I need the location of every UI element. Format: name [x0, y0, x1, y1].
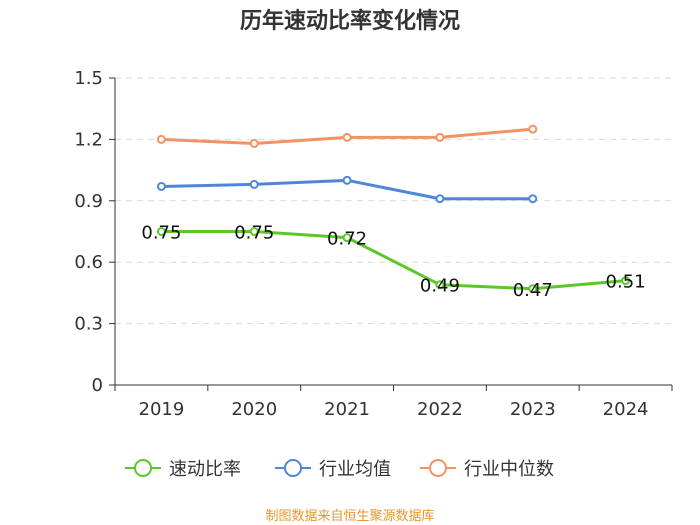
legend-label: 行业均值 [319, 459, 391, 480]
data-point[interactable] [249, 179, 259, 189]
x-tick-label: 2019 [139, 399, 185, 420]
data-point[interactable] [435, 280, 445, 290]
series-group [156, 124, 631, 294]
legend-label: 行业中位数 [464, 459, 554, 480]
data-label: 0.75 [141, 223, 181, 244]
legend-item-0[interactable]: 速动比率 [125, 459, 241, 480]
axes: 0 0.3 0.6 0.9 1.2 1.5 2019 2020 2021 2022 2023 2024 [74, 68, 673, 420]
data-point[interactable] [435, 132, 445, 142]
grid-lines [115, 77, 672, 325]
data-point[interactable] [528, 194, 538, 204]
data-point[interactable] [156, 181, 166, 191]
y-tick-label: 1.2 [74, 129, 103, 150]
x-tick-label: 2020 [231, 399, 277, 420]
source-note: 制图数据来自恒生聚源数据库 [265, 508, 434, 524]
data-label: 0.49 [420, 276, 460, 297]
data-point[interactable] [528, 124, 538, 134]
chart-title: 历年速动比率变化情况 [240, 8, 460, 34]
legend-marker [429, 459, 447, 477]
y-tick-label: 0.6 [74, 252, 103, 273]
data-label: 0.72 [327, 229, 367, 250]
data-point[interactable] [249, 138, 259, 148]
data-point[interactable] [342, 175, 352, 185]
series-line-0 [161, 230, 626, 291]
data-labels: 0.75 0.75 0.72 0.49 0.47 0.51 [141, 223, 645, 301]
y-tick-label: 0.3 [74, 314, 103, 335]
x-tick-label: 2024 [603, 399, 649, 420]
legend: 速动比率 行业均值 行业中位数 [125, 459, 554, 480]
data-point[interactable] [435, 194, 445, 204]
x-tick-label: 2022 [417, 399, 463, 420]
data-point[interactable] [621, 276, 631, 286]
y-tick-label: 0.9 [74, 191, 103, 212]
y-tick-label: 0 [92, 375, 103, 396]
legend-item-2[interactable]: 行业中位数 [420, 459, 554, 480]
legend-marker [284, 459, 302, 477]
y-tick-label: 1.5 [74, 68, 103, 89]
data-point[interactable] [342, 233, 352, 243]
data-label: 0.75 [234, 223, 274, 244]
x-tick-label: 2023 [510, 399, 556, 420]
data-point[interactable] [528, 284, 538, 294]
legend-item-1[interactable]: 行业均值 [275, 459, 391, 480]
data-point[interactable] [249, 227, 259, 236]
data-label: 0.51 [606, 272, 646, 293]
data-point[interactable] [156, 134, 166, 144]
data-point[interactable] [156, 227, 166, 236]
data-label: 0.47 [513, 280, 553, 301]
legend-marker [134, 459, 152, 477]
legend-label: 速动比率 [169, 459, 241, 480]
data-point[interactable] [342, 132, 352, 142]
x-tick-label: 2021 [324, 399, 370, 420]
